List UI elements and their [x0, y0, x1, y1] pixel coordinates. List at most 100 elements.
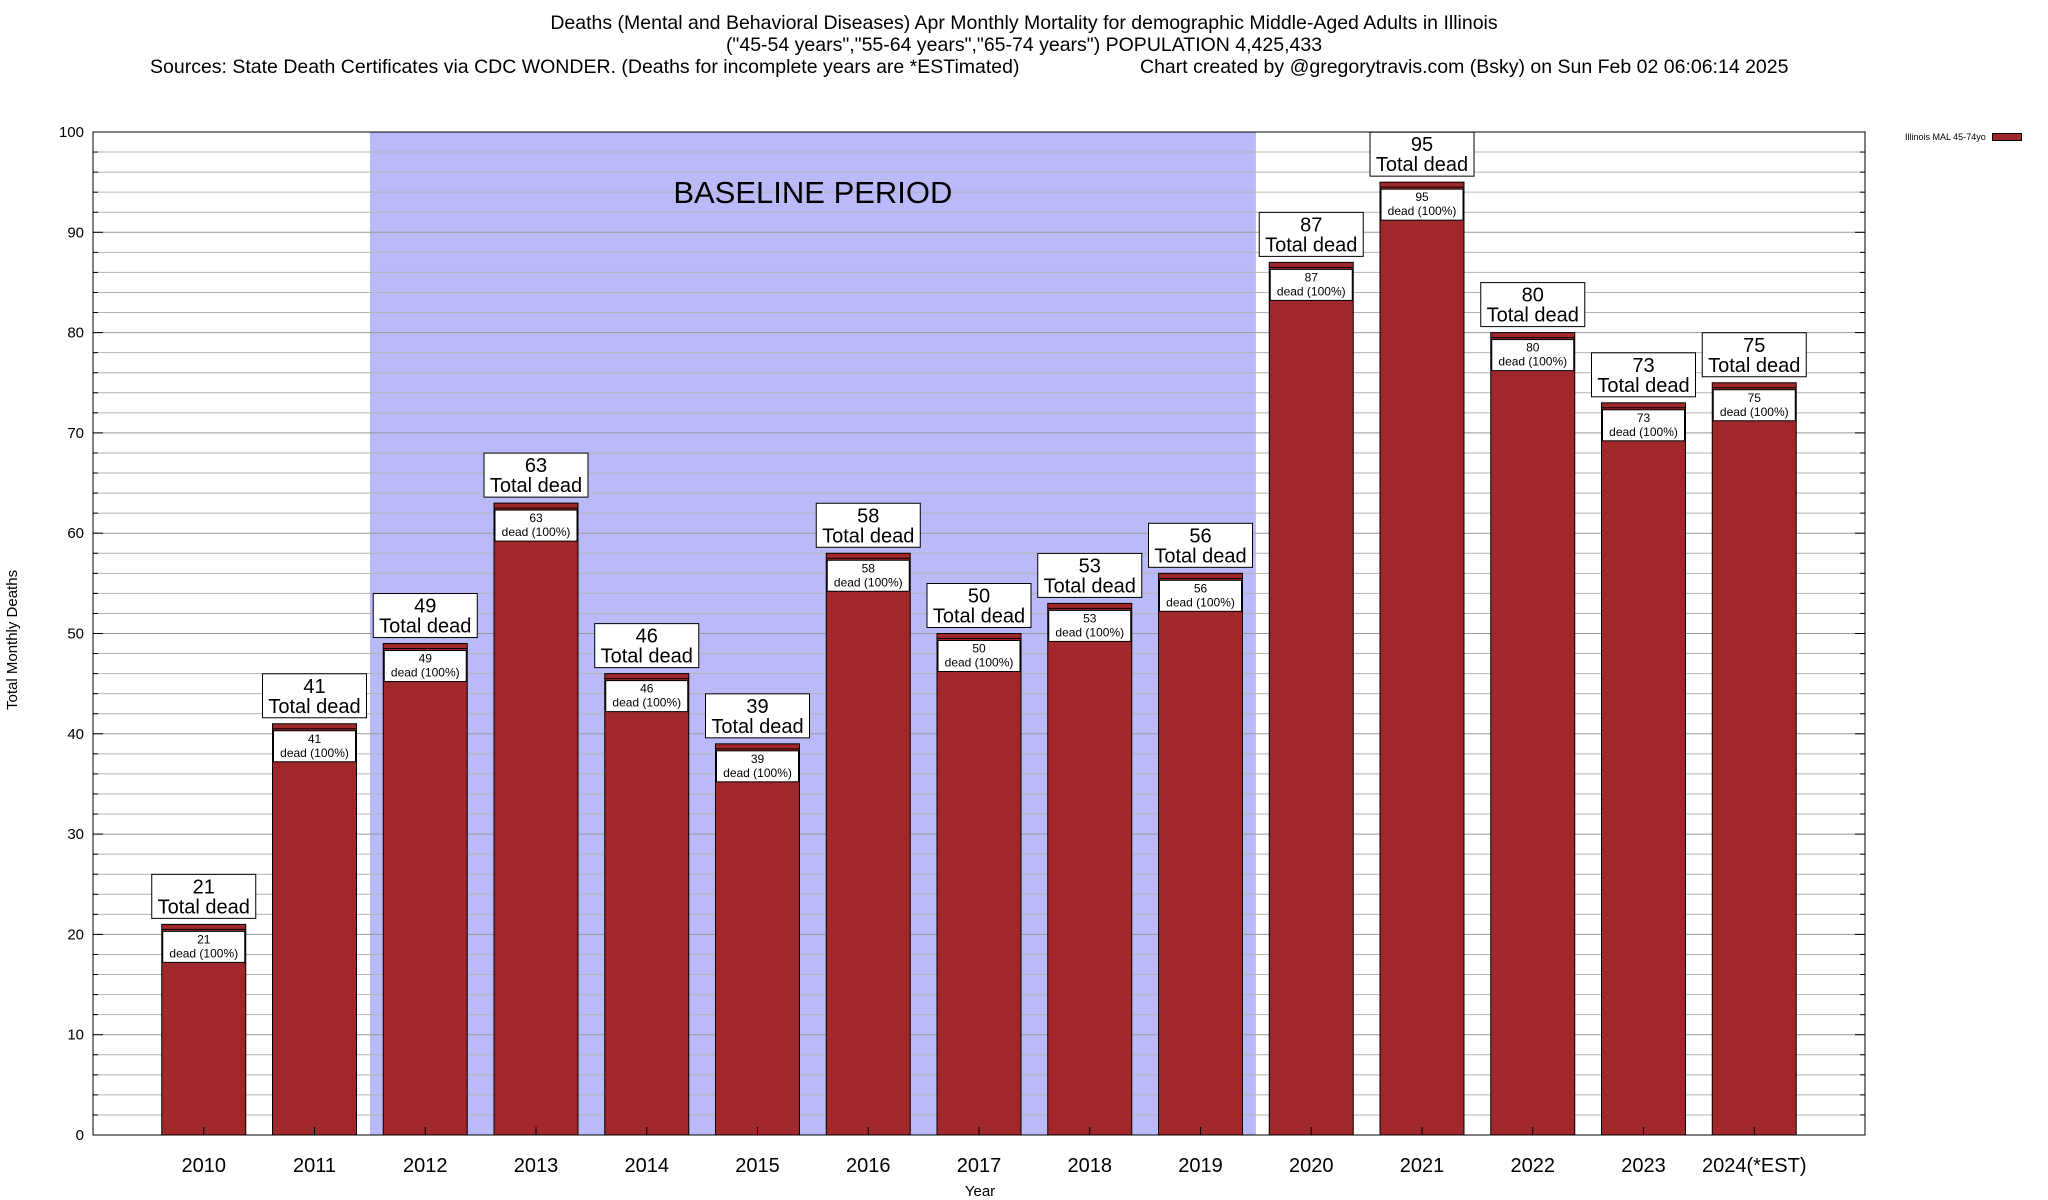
- bar-top-suffix: Total dead: [158, 896, 250, 918]
- bar-top-label-box: [151, 873, 257, 919]
- bar-inner-suffix: dead (100%): [612, 696, 681, 710]
- bar-inner-suffix: dead (100%): [1609, 425, 1678, 439]
- bar: [936, 633, 1022, 1136]
- x-tick-label: 2015: [735, 1155, 780, 1177]
- bar-top-value: 21: [193, 876, 215, 898]
- bar-top-suffix: Total dead: [1044, 575, 1136, 597]
- bar-top-suffix: Total dead: [490, 475, 582, 497]
- bar-inner-value: 73: [1637, 411, 1651, 425]
- bar-inner-value: 46: [640, 682, 654, 696]
- bar-inner-value: 75: [1748, 391, 1762, 405]
- bar-top-label-box: [926, 583, 1032, 628]
- bar-inner-value: 39: [751, 752, 765, 766]
- bar-inner-label-box: [494, 509, 578, 542]
- bar-inner-label-box: [1048, 609, 1132, 642]
- bar-inner-value: 95: [1415, 190, 1429, 204]
- bar: [1379, 181, 1465, 1136]
- bar-inner-label-box: [1602, 409, 1685, 442]
- bar-inner-value: 80: [1526, 341, 1540, 355]
- bar-top-value: 87: [1300, 214, 1322, 236]
- bar-top-label-box: [262, 673, 367, 719]
- bar-top-value: 80: [1522, 285, 1544, 307]
- y-tick-label: 50: [67, 626, 84, 643]
- bar-inner-label-box: [826, 559, 910, 592]
- bar-top-value: 75: [1743, 335, 1765, 357]
- bar-top-label-box: [1037, 552, 1143, 598]
- bar: [493, 502, 579, 1136]
- bar-top-value: 49: [414, 596, 436, 618]
- bar-top-value: 73: [1632, 355, 1654, 377]
- bar-inner-value: 87: [1305, 270, 1319, 284]
- chart-credit: Chart created by @gregorytravis.com (Bsk…: [1140, 56, 1789, 78]
- bar-top-suffix: Total dead: [1154, 545, 1246, 567]
- x-tick-label: 2020: [1289, 1155, 1334, 1177]
- x-tick-label: 2017: [957, 1155, 1002, 1177]
- bar: [382, 643, 468, 1136]
- x-tick-label: 2011: [293, 1155, 336, 1177]
- bar-inner-value: 49: [419, 652, 433, 666]
- bar: [604, 673, 690, 1136]
- bar-inner-suffix: dead (100%): [1166, 595, 1235, 609]
- y-tick-label: 70: [67, 425, 84, 442]
- bar-inner-label-box: [1380, 188, 1464, 221]
- y-tick-label: 80: [67, 325, 84, 342]
- bar-top-value: 41: [303, 676, 325, 698]
- bar-inner-suffix: dead (100%): [391, 666, 460, 680]
- bar: [1268, 261, 1354, 1136]
- bar-top-label-box: [1480, 282, 1586, 328]
- bar-inner-suffix: dead (100%): [1277, 284, 1346, 298]
- bar-inner-suffix: dead (100%): [1388, 204, 1457, 218]
- bar-top-value: 46: [636, 626, 658, 648]
- chart-title-line-1: Deaths (Mental and Behavioral Diseases) …: [550, 12, 1498, 34]
- bar-inner-label-box: [1712, 389, 1796, 422]
- bar-top-suffix: Total dead: [268, 696, 360, 718]
- bar-inner-label-box: [273, 730, 356, 763]
- bar-inner-suffix: dead (100%): [1498, 355, 1567, 369]
- y-tick-label: 60: [67, 525, 84, 542]
- bar: [1047, 602, 1133, 1136]
- x-tick-label: 2016: [846, 1155, 891, 1177]
- bar-top-label-box: [594, 623, 700, 669]
- bar: [272, 723, 357, 1136]
- bar-inner-suffix: dead (100%): [945, 656, 1014, 670]
- x-tick-label: 2019: [1178, 1155, 1223, 1177]
- x-tick-label: 2010: [182, 1155, 227, 1177]
- bar-inner-label-box: [383, 650, 467, 683]
- bar-top-value: 56: [1189, 525, 1211, 547]
- bar-top-label-box: [372, 593, 478, 639]
- bar-top-label-box: [1148, 522, 1253, 568]
- chart-source: Sources: State Death Certificates via CD…: [150, 56, 1020, 78]
- bar-top-value: 95: [1411, 134, 1433, 156]
- bar-inner-suffix: dead (100%): [834, 575, 903, 589]
- bar-top-suffix: Total dead: [601, 646, 693, 668]
- chart-title: Deaths (Mental and Behavioral Diseases) …: [0, 12, 2048, 56]
- bar-top-label-box: [1591, 352, 1696, 398]
- bar-inner-label-box: [937, 640, 1021, 672]
- y-tick-label: 90: [67, 224, 84, 241]
- x-tick-label: 2013: [514, 1155, 559, 1177]
- bar-inner-value: 41: [308, 732, 322, 746]
- plot-frame: [92, 131, 1866, 1136]
- bar-top-suffix: Total dead: [1376, 154, 1468, 176]
- y-tick-label: 10: [67, 1027, 84, 1044]
- bar-top-suffix: Total dead: [822, 525, 914, 547]
- bar: [1158, 572, 1243, 1136]
- bar: [825, 552, 911, 1136]
- bar-top-label-box: [1701, 332, 1807, 378]
- bar-top-label-box: [483, 452, 589, 498]
- bar: [1601, 402, 1686, 1136]
- bar-inner-value: 56: [1194, 581, 1208, 595]
- bar-inner-label-box: [605, 680, 689, 713]
- y-tick-label: 40: [67, 726, 84, 743]
- bar-inner-label-box: [1491, 339, 1575, 372]
- bar-top-suffix: Total dead: [1265, 234, 1357, 256]
- bar-inner-label-box: [716, 750, 799, 783]
- y-tick-label: 100: [59, 124, 84, 141]
- bar-inner-value: 53: [1083, 611, 1097, 625]
- y-tick-label: 0: [76, 1127, 84, 1144]
- y-tick-label: 30: [67, 826, 84, 843]
- bar-top-suffix: Total dead: [1487, 305, 1579, 327]
- bar-top-suffix: Total dead: [379, 616, 471, 638]
- bar-inner-value: 58: [862, 561, 876, 575]
